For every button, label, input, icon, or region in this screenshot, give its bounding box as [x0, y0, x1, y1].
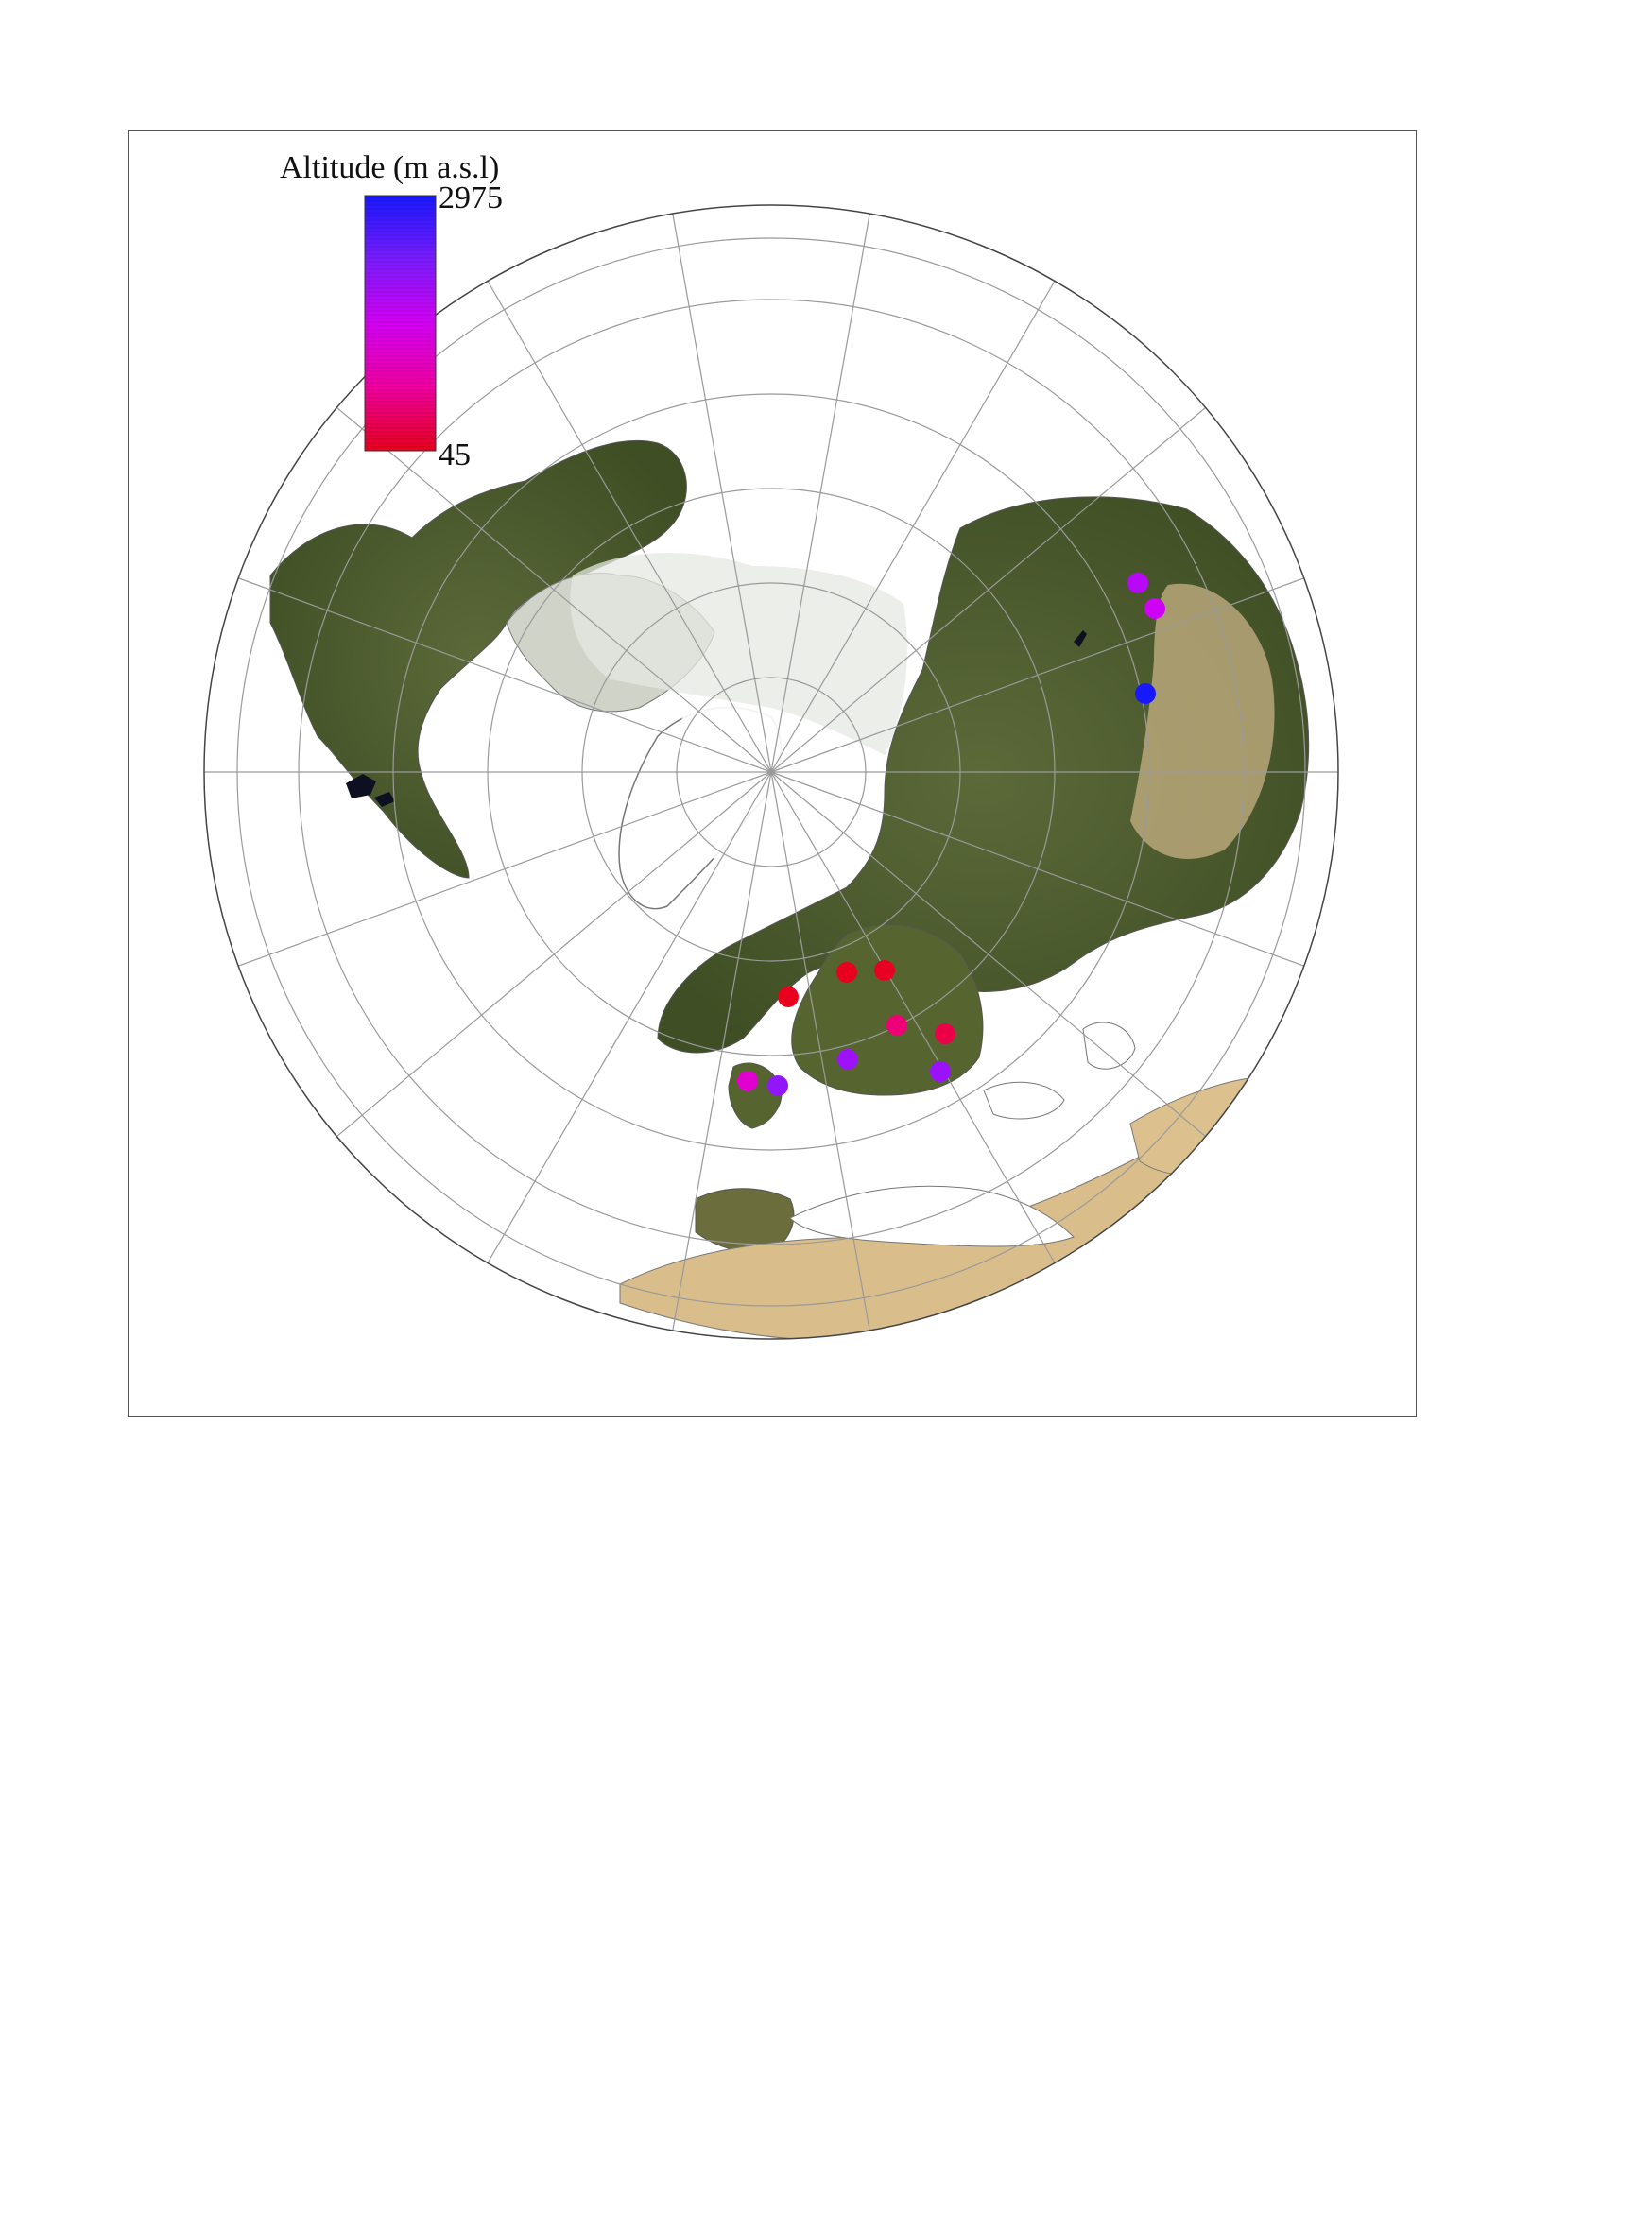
- site-marker: [874, 960, 895, 981]
- graticule-meridians: [204, 214, 1338, 1331]
- graticule-meridian: [770, 771, 1056, 1263]
- graticule-meridian: [770, 771, 1207, 1138]
- site-marker: [886, 1015, 907, 1036]
- central-asia-arid: [1130, 583, 1275, 859]
- graticule-meridian: [770, 214, 870, 773]
- graticule-meridian: [487, 281, 772, 773]
- site-marker: [1127, 573, 1148, 593]
- graticule-meridian: [770, 577, 1305, 773]
- graticule-meridian: [672, 771, 772, 1331]
- iberia: [695, 1188, 795, 1253]
- graticule-meridian: [487, 771, 772, 1263]
- site-marker: [778, 987, 799, 1007]
- site-marker: [836, 962, 857, 983]
- legend-max-label: 2975: [439, 180, 503, 215]
- north-america: [269, 439, 687, 879]
- graticule-meridian: [237, 771, 772, 967]
- map-frame: Altitude (m a.s.l) 2975 45: [128, 130, 1417, 1417]
- graticule-meridian: [336, 771, 772, 1138]
- black-sea: [983, 1081, 1065, 1120]
- graticule-meridian: [770, 771, 1305, 967]
- graticule-meridian: [770, 281, 1056, 773]
- site-marker: [1135, 683, 1156, 704]
- site-marker: [837, 1049, 858, 1070]
- snow-belt: [570, 553, 907, 755]
- graticule-meridian: [770, 406, 1207, 773]
- graticule-meridian: [672, 214, 772, 773]
- site-marker: [930, 1061, 951, 1082]
- polar-map: [203, 195, 1339, 1340]
- caspian-sea: [1082, 1022, 1136, 1070]
- lake-baikal: [1074, 630, 1087, 647]
- site-marker: [935, 1023, 955, 1044]
- graticule-meridian: [770, 771, 870, 1331]
- site-markers: [737, 573, 1165, 1096]
- globe-outline: [203, 204, 1339, 1340]
- site-marker: [767, 1075, 788, 1096]
- site-marker: [1144, 598, 1165, 619]
- altitude-legend: [364, 195, 437, 452]
- legend-min-label: 45: [439, 438, 471, 472]
- site-marker: [737, 1071, 758, 1091]
- graticule-meridian: [237, 577, 772, 773]
- great-lakes: [346, 774, 395, 807]
- legend-title: Altitude (m a.s.l): [280, 150, 500, 185]
- legend-bar-lines: [366, 197, 435, 448]
- graticule-meridian: [336, 406, 772, 773]
- legend-color-bar: [364, 195, 437, 452]
- graticule: [204, 214, 1338, 1331]
